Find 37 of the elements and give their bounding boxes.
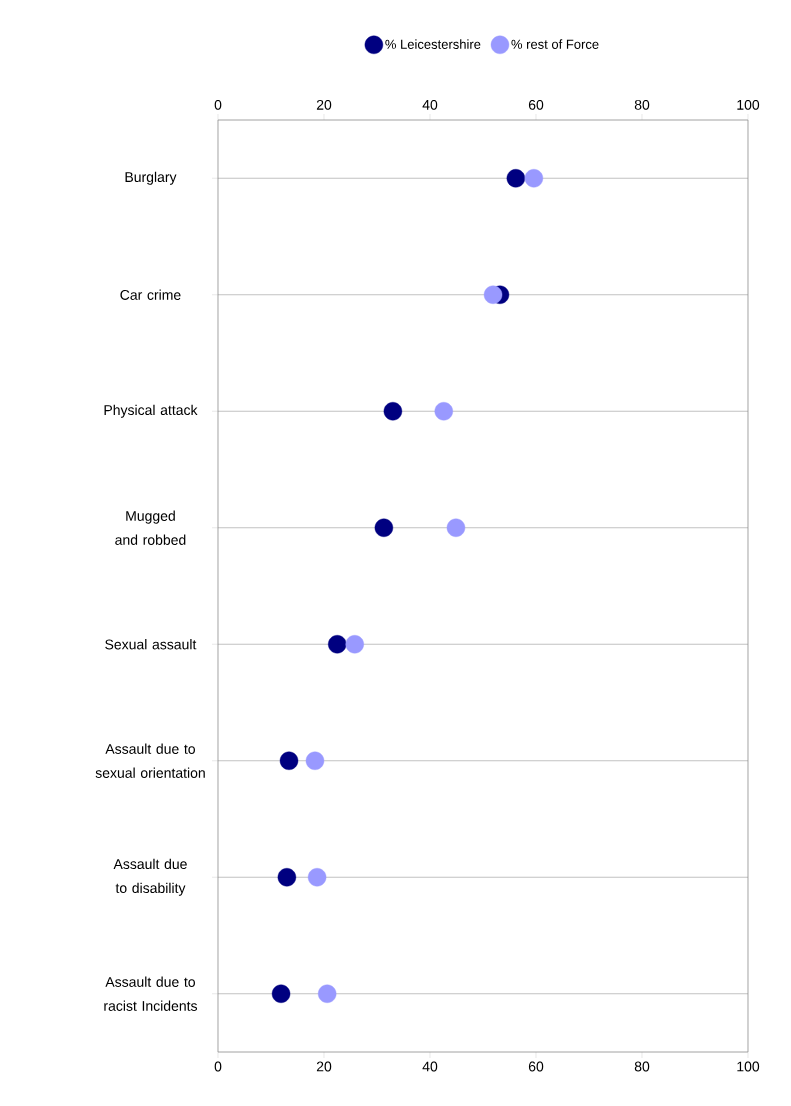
x2-tick-label: 60 bbox=[528, 99, 544, 110]
legend-label: % rest of Force bbox=[511, 39, 599, 49]
y-tick-label: Sexual assault bbox=[105, 639, 197, 650]
x2-tick-label: 0 bbox=[214, 99, 222, 110]
point bbox=[305, 751, 325, 770]
point bbox=[506, 169, 526, 188]
x-tick-label: 80 bbox=[634, 1061, 650, 1072]
x2-tick-label: 100 bbox=[737, 99, 760, 110]
point bbox=[374, 518, 394, 537]
x2-tick-label: 20 bbox=[316, 99, 332, 110]
point bbox=[271, 984, 291, 1003]
point bbox=[317, 984, 337, 1003]
point bbox=[434, 402, 453, 421]
point bbox=[524, 169, 544, 188]
point bbox=[483, 285, 503, 304]
x-tick-label: 100 bbox=[737, 1061, 760, 1072]
y-tick-label: Assault due to sexual orientation bbox=[95, 743, 205, 778]
point bbox=[328, 635, 347, 654]
x2-tick-label: 80 bbox=[634, 99, 650, 110]
point bbox=[383, 402, 403, 421]
y-tick-label: Physical attack bbox=[104, 404, 198, 418]
y-tick-label: Assault due to racist Incidents bbox=[104, 976, 198, 1011]
y-tick-label: Car crime bbox=[120, 289, 181, 300]
point bbox=[279, 751, 299, 770]
y-tick-label: Mugged and robbed bbox=[115, 510, 186, 545]
point bbox=[446, 518, 466, 537]
x-tick-label: 60 bbox=[528, 1061, 544, 1072]
y-tick-label: Burglary bbox=[125, 171, 177, 185]
y-tick-label: Assault due to disability bbox=[113, 858, 187, 896]
legend-label: % Leicestershire bbox=[385, 39, 481, 49]
x2-tick-label: 40 bbox=[422, 99, 438, 110]
point bbox=[345, 635, 364, 654]
x-tick-label: 20 bbox=[316, 1061, 332, 1072]
x-tick-label: 0 bbox=[214, 1061, 222, 1072]
point bbox=[307, 868, 327, 887]
x-tick-label: 40 bbox=[422, 1061, 438, 1072]
point bbox=[277, 868, 297, 887]
